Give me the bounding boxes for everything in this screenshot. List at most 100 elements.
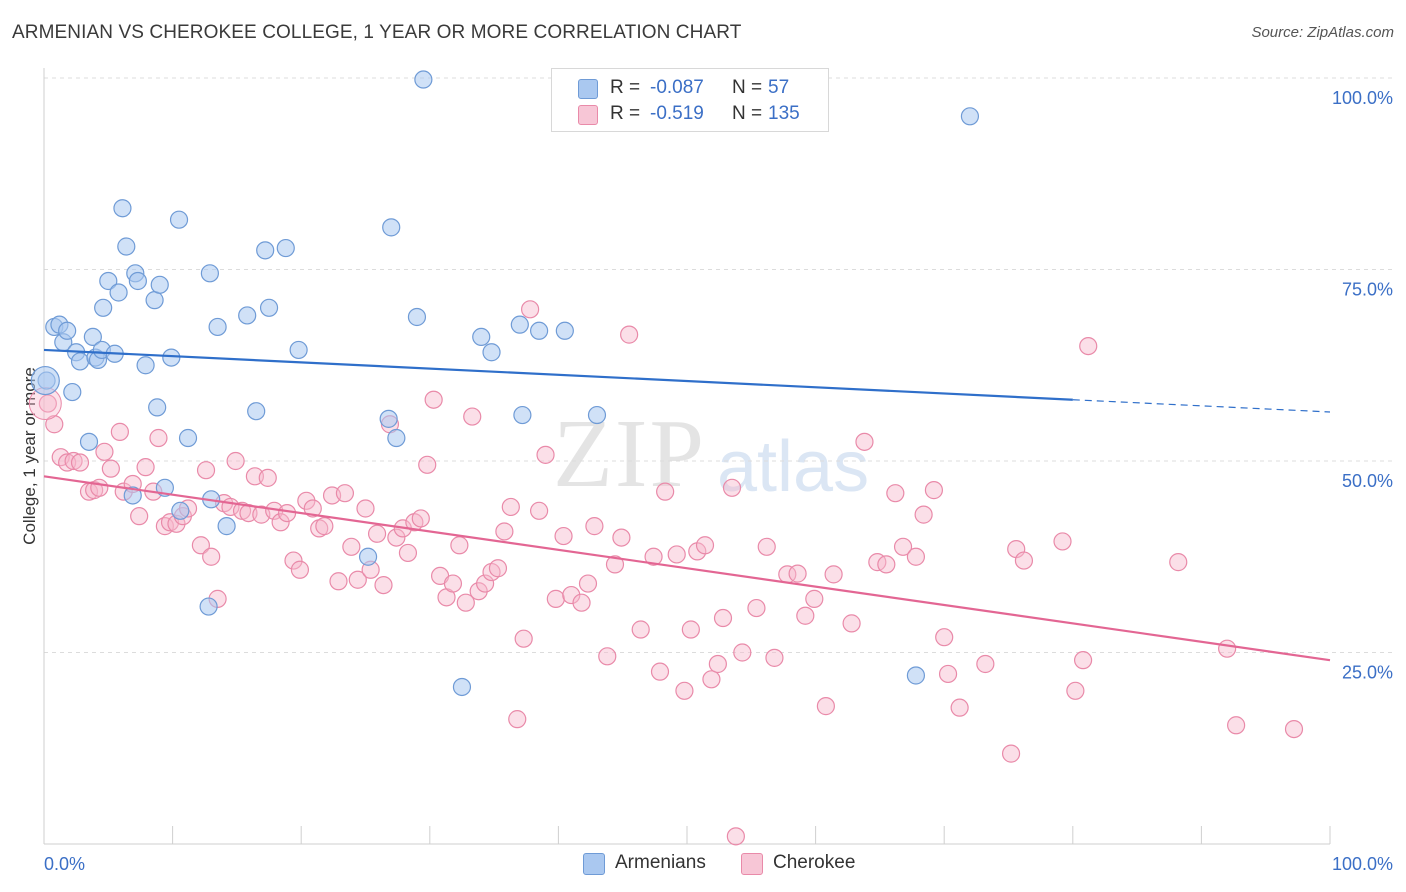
cherokee-point: [855, 432, 874, 451]
cherokee-point: [38, 394, 57, 413]
x-tick-label-start: 0.0%: [44, 854, 85, 874]
armenians-point: [510, 315, 529, 334]
cherokee-point: [1079, 337, 1098, 356]
armenians-point: [587, 405, 607, 425]
armenians-point: [63, 382, 82, 402]
cherokee-point: [501, 497, 520, 517]
cherokee-point: [644, 547, 663, 566]
cherokee-point: [443, 574, 463, 593]
source-label: Source: ZipAtlas.com: [1251, 24, 1394, 41]
chart-title: ARMENIAN VS CHEROKEE COLLEGE, 1 YEAR OR …: [12, 22, 742, 43]
trend-lines: [43, 348, 1331, 662]
armenians-point: [482, 343, 501, 362]
cherokee-point: [271, 513, 290, 532]
armenians-point: [259, 298, 279, 317]
armenians-point: [358, 547, 378, 566]
legend-row-cherokee: R = -0.519 N = 135: [552, 100, 828, 128]
cherokee-point: [110, 422, 129, 441]
cherokee-point: [546, 589, 565, 608]
armenians-point: [256, 241, 275, 260]
cherokee-point: [475, 574, 495, 593]
armenians-point: [530, 321, 549, 340]
cherokee-point: [418, 455, 437, 474]
cherokee-point: [935, 628, 954, 647]
cherokee-point: [695, 536, 715, 555]
bottom-swatch-armenians: [583, 853, 605, 875]
cherokee-point: [456, 593, 475, 612]
cherokee-point: [342, 537, 361, 556]
cherokee-point: [702, 670, 721, 689]
cherokee-point: [315, 517, 334, 536]
cherokee-point: [976, 654, 995, 674]
cherokee-point: [824, 565, 843, 584]
armenians-point: [79, 432, 99, 451]
cherokee-point: [95, 442, 114, 461]
cherokee-point: [1073, 651, 1093, 670]
cherokee-point: [562, 585, 581, 605]
cherokee-point: [488, 559, 508, 578]
watermark-zip: ZIP: [553, 400, 706, 508]
cherokee-point: [258, 468, 277, 487]
cherokee-point: [650, 662, 670, 681]
armenians-point: [289, 340, 308, 360]
cherokee-point: [424, 390, 443, 409]
armenians-point: [513, 405, 532, 425]
armenians-point: [960, 107, 980, 126]
legend-row-armenians: R = -0.087 N = 57: [552, 74, 828, 102]
cherokee-point: [356, 499, 375, 518]
cherokee-point: [1066, 681, 1085, 700]
cherokee-point: [842, 614, 861, 633]
y-tick-label: 50.0%: [1342, 471, 1393, 491]
armenians-point: [94, 298, 113, 317]
cherokee-point: [950, 698, 969, 717]
cherokee-point: [796, 606, 815, 625]
cherokee-point: [130, 507, 149, 526]
y-tick-label: 75.0%: [1342, 280, 1393, 300]
armenians-point: [150, 275, 169, 294]
grid-lines: [44, 77, 1392, 653]
armenians-point: [178, 428, 198, 448]
armenians-point: [555, 321, 574, 340]
cherokee-point: [45, 415, 64, 434]
legend-n-label: N =: [732, 103, 763, 124]
cherokee-point: [202, 547, 221, 566]
legend-swatch-armenians: [578, 79, 598, 99]
cherokee-point: [90, 478, 109, 497]
armenians-trend-line: [43, 348, 1073, 401]
armenians-point: [169, 210, 189, 229]
cherokee-point: [329, 572, 348, 591]
armenians-point: [123, 486, 142, 505]
legend-r-value: -0.087: [650, 77, 704, 98]
cherokee-point: [514, 629, 533, 648]
armenians-point: [70, 352, 90, 371]
cherokee-point: [893, 537, 913, 556]
armenians-point: [128, 271, 147, 291]
cherokee-point: [886, 484, 905, 503]
cherokee-point: [398, 543, 418, 563]
armenians-point: [208, 317, 227, 337]
cherokee-point: [877, 555, 896, 574]
y-tick-label: 25.0%: [1342, 663, 1393, 683]
cherokee-point: [757, 537, 776, 556]
armenians-point: [99, 271, 118, 291]
armenians-point: [199, 597, 218, 616]
cherokee-point: [816, 697, 835, 716]
cherokee-point: [508, 710, 527, 729]
cherokee-point: [149, 428, 168, 448]
armenians-point: [109, 283, 128, 302]
legend-r-label: R =: [610, 77, 641, 98]
cherokee-point: [620, 325, 639, 344]
cherokee-point: [788, 564, 807, 583]
armenians-point: [276, 238, 295, 258]
armenians-point: [136, 356, 155, 375]
cherokee-point: [938, 664, 958, 684]
armenians-point: [200, 264, 219, 283]
cherokee-point: [726, 827, 745, 846]
cherokee-point: [196, 461, 216, 480]
armenians-points: [30, 70, 980, 697]
cherokee-point: [101, 459, 120, 478]
cherokee-point: [348, 570, 367, 589]
armenians-point: [30, 365, 60, 396]
armenians-point: [162, 348, 181, 367]
cherokee-point: [1169, 553, 1188, 572]
